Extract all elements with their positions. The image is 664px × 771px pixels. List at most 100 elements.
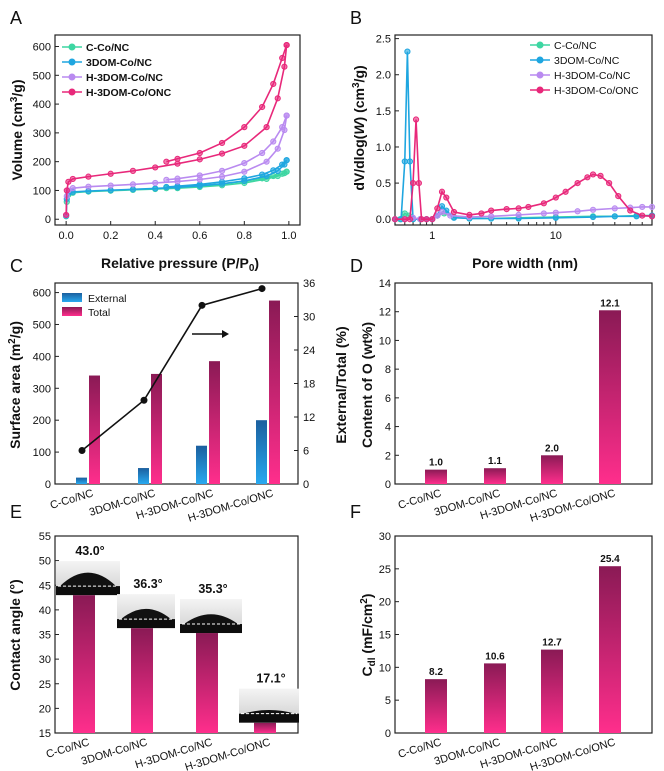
panel-d-ytick-label: 8 — [385, 364, 391, 376]
panel-b-ylabel: dV/dlog(W) (cm3/g) — [351, 65, 367, 190]
panel-b-ytick-label: 1.0 — [376, 142, 391, 154]
panel-a-point — [63, 211, 70, 219]
panel-a-ytick-label: 500 — [33, 70, 51, 82]
panel-a-point — [69, 175, 76, 183]
panel-a-point — [107, 182, 114, 189]
panel-c-legend-swatch-external — [62, 293, 82, 302]
panel-f-bar — [484, 663, 506, 733]
panel-b-legend-marker — [536, 41, 544, 49]
panel-a-point — [196, 156, 203, 163]
panel-c-ytick-right-label: 30 — [303, 312, 315, 324]
panel-b-legend-label: H-3DOM-Co/ONC — [554, 85, 639, 97]
panel-a-legend-label: 3DOM-Co/NC — [86, 57, 152, 69]
panel-f-ytick-label: 25 — [379, 564, 391, 576]
panel-c-ylabel: Surface area (m2/g) — [7, 321, 23, 449]
panel-f-ytick-label: 10 — [379, 662, 391, 674]
panel-c-bar-total — [269, 300, 280, 484]
panel-d-ytick-label: 6 — [385, 393, 391, 405]
panel-b-point — [488, 213, 495, 220]
panel-a-point — [270, 167, 277, 174]
panel-b-point — [488, 207, 495, 214]
panel-e-ylabel: Contact angle (°) — [7, 579, 23, 690]
panel-a-xtick-label: 0.2 — [103, 230, 118, 242]
panel-d-data-label: 1.0 — [429, 458, 443, 469]
panel-b-point — [391, 216, 399, 223]
panel-a-point — [218, 150, 226, 157]
panel-a-ylabel: Volume (cm3/g) — [9, 80, 25, 181]
panel-c-ytick-label: 300 — [33, 383, 51, 395]
panel-a-xtick-label: 0.8 — [237, 230, 252, 242]
panel-c-ytick-label: 400 — [33, 351, 51, 363]
panel-e-ytick-label: 15 — [39, 728, 51, 740]
panel-d-bar — [425, 469, 447, 484]
panel-b-point — [639, 203, 646, 211]
panel-b-ytick-label: 2.0 — [376, 70, 391, 82]
panel-a-point — [259, 171, 266, 178]
panel-b-point — [589, 206, 597, 213]
panel-a-point — [129, 181, 137, 188]
panel-d-ytick-label: 14 — [379, 278, 391, 290]
panel-d-ylabel: Content of O (wt%) — [359, 322, 375, 448]
panel-c-ytick-right-label: 24 — [303, 345, 315, 357]
panel-a-point — [85, 183, 92, 190]
panel-a-point — [65, 178, 72, 185]
panel-a-frame — [54, 34, 301, 226]
panel-b-point — [450, 208, 458, 216]
panel-a-point — [69, 185, 76, 192]
panel-d-bar — [541, 455, 563, 484]
panel-c-ytick-right-label: 0 — [303, 479, 309, 491]
panel-b-point — [589, 213, 597, 221]
panel-a-point — [263, 124, 270, 131]
panel-a-ytick-label: 600 — [33, 42, 51, 54]
panel-b-point — [503, 206, 510, 213]
panel-b-point — [648, 203, 656, 211]
panel-c-legend-label-external: External — [88, 293, 127, 305]
panel-c-ytick-right-label: 18 — [303, 379, 315, 391]
panel-b-point — [401, 216, 408, 223]
panel-a-point — [196, 149, 203, 157]
panel-b-legend-label: C-Co/NC — [554, 40, 597, 52]
panel-c-ytick-label: 100 — [33, 447, 51, 459]
panel-b-point — [562, 188, 569, 195]
panel-c-bar-external — [76, 477, 87, 484]
panel-e-ytick-label: 55 — [39, 531, 51, 543]
panel-b-legend-marker — [536, 71, 544, 79]
panel-b-xtick-label: 10 — [550, 230, 562, 242]
panel-c-ratio-point — [258, 285, 266, 293]
panel-a-point — [279, 170, 286, 177]
panel-b-point — [423, 216, 430, 223]
panel-b-point — [443, 194, 450, 201]
panel-a-legend-marker — [68, 43, 76, 51]
panel-d-ytick-label: 2 — [385, 450, 391, 462]
panel-a-point — [218, 139, 226, 147]
panel-c-bar-external — [196, 445, 207, 484]
panel-a-legend-marker — [68, 88, 76, 96]
panel-c-legend-label-total: Total — [88, 307, 110, 319]
panel-a-point — [129, 167, 137, 174]
panel-f-ytick-label: 15 — [379, 630, 391, 642]
panel-b-point — [648, 213, 656, 220]
panel-b-point — [412, 116, 420, 123]
panel-f-ytick-label: 5 — [385, 695, 391, 707]
panel-a-ytick-label: 0 — [45, 214, 51, 226]
panel-a-point — [241, 142, 248, 149]
panel-b-point — [574, 179, 581, 187]
panel-b-point — [611, 213, 618, 220]
panel-b-point — [515, 205, 522, 212]
panel-a-point — [152, 179, 159, 187]
panel-f-data-label: 10.6 — [485, 651, 505, 662]
panel-a-xtick-label: 0.0 — [58, 230, 73, 242]
panel-a-point — [241, 160, 248, 167]
panel-f-bar — [541, 649, 563, 733]
panel-b-point — [584, 174, 591, 181]
panel-e-bar — [73, 595, 95, 733]
panel-b-point — [429, 216, 436, 223]
panel-c-ytick-label: 500 — [33, 319, 51, 331]
panel-e-data-label: 43.0° — [75, 544, 104, 558]
panel-b-legend-label: H-3DOM-Co/NC — [554, 70, 631, 82]
panel-c-ratio-point — [140, 396, 148, 404]
panel-a-point — [152, 164, 159, 171]
panel-a-point — [107, 170, 114, 177]
panel-b-point — [552, 209, 559, 216]
panel-b-point — [589, 171, 597, 178]
